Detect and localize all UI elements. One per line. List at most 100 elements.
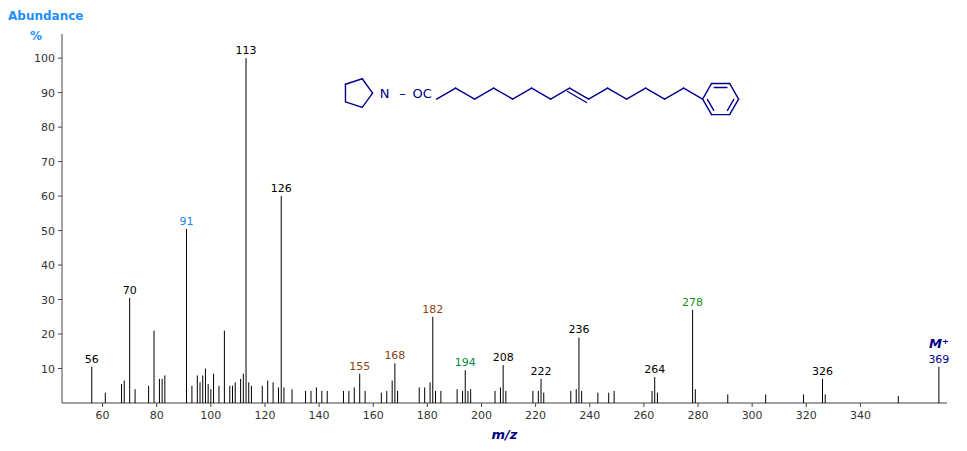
y-tick-label: 90 [41, 87, 55, 100]
y-tick [58, 196, 62, 197]
peak [251, 386, 252, 403]
x-tick-label: 220 [525, 409, 546, 422]
peak-label: 326 [812, 365, 833, 378]
peak-label: 113 [236, 44, 257, 57]
peak [159, 379, 160, 403]
peak [470, 389, 471, 403]
structure-bond [665, 88, 684, 99]
y-tick [58, 265, 62, 266]
y-axis [62, 34, 63, 403]
structure-bond [589, 88, 608, 99]
peak [292, 389, 293, 403]
structure-bond [714, 87, 727, 88]
peak [229, 386, 230, 403]
peak [154, 331, 155, 403]
structure [345, 79, 738, 115]
peak [327, 391, 328, 403]
peak [164, 375, 165, 403]
peak [578, 337, 579, 403]
y-tick-label: 10 [41, 363, 55, 376]
y-tick [58, 92, 62, 93]
x-tick [319, 403, 320, 407]
peak [803, 394, 804, 403]
x-axis-label: m/z [492, 427, 518, 442]
x-tick [427, 403, 428, 407]
y-tick-label: 20 [41, 328, 55, 341]
peak-label: 182 [422, 303, 443, 316]
x-tick [481, 403, 482, 407]
y-tick-label: 50 [41, 225, 55, 238]
peak [576, 389, 577, 403]
peak [467, 391, 468, 403]
peak [232, 386, 233, 403]
peak [654, 377, 655, 403]
peak-label: 278 [682, 296, 703, 309]
peak [135, 389, 136, 403]
x-tick-label: 140 [309, 409, 330, 422]
peak [938, 367, 939, 403]
peak [321, 391, 322, 403]
structure-label: – [399, 86, 406, 101]
x-tick-label: 80 [150, 409, 164, 422]
peak [148, 386, 149, 403]
peak-label: 91 [179, 215, 193, 228]
peak [392, 381, 393, 403]
y-tick [58, 230, 62, 231]
peak [386, 391, 387, 403]
y-tick-label: 100 [34, 52, 55, 65]
peak [200, 382, 201, 403]
structure-label: OC [413, 86, 432, 101]
peak [652, 391, 653, 403]
x-tick [643, 403, 644, 407]
peak [240, 379, 241, 403]
peak [316, 387, 317, 403]
peak [532, 391, 533, 403]
peak [465, 370, 466, 403]
peak [348, 391, 349, 403]
peak [597, 393, 598, 403]
peak [91, 367, 92, 403]
peak [608, 393, 609, 403]
x-tick [860, 403, 861, 407]
y-tick-label: 60 [41, 190, 55, 203]
y-tick [58, 368, 62, 369]
peak [218, 386, 219, 403]
structure-bond [684, 88, 703, 99]
structure-bond [437, 88, 456, 99]
peak [248, 382, 249, 403]
peak [581, 391, 582, 403]
peak [503, 365, 504, 403]
peak [495, 391, 496, 403]
peak [462, 391, 463, 403]
x-tick-label: 100 [200, 409, 221, 422]
x-tick-label: 300 [742, 409, 763, 422]
peak [281, 196, 282, 403]
peak-label: 155 [349, 360, 370, 373]
peak [213, 374, 214, 403]
peak-label: 208 [493, 351, 514, 364]
annotation: M⁺ [929, 336, 949, 351]
peak [541, 379, 542, 403]
peak [419, 387, 420, 403]
peak-label: 168 [384, 349, 405, 362]
peak [570, 391, 571, 403]
peak [359, 374, 360, 403]
y-tick [58, 58, 62, 59]
structure-bond [627, 88, 646, 99]
x-tick [210, 403, 211, 407]
y-tick-label: 80 [41, 121, 55, 134]
y-tick-label: 70 [41, 156, 55, 169]
peak [614, 391, 615, 403]
peak [430, 382, 431, 403]
structure-bond [703, 83, 712, 99]
y-tick [58, 299, 62, 300]
structure-bond [551, 88, 570, 99]
peak [365, 391, 366, 403]
peak-label: 70 [123, 284, 137, 297]
peak-label: 56 [85, 353, 99, 366]
structure-bond [568, 92, 587, 103]
y-tick [58, 127, 62, 128]
structure-bond [707, 99, 713, 110]
x-tick-label: 200 [471, 409, 492, 422]
structure-bond [456, 88, 475, 99]
